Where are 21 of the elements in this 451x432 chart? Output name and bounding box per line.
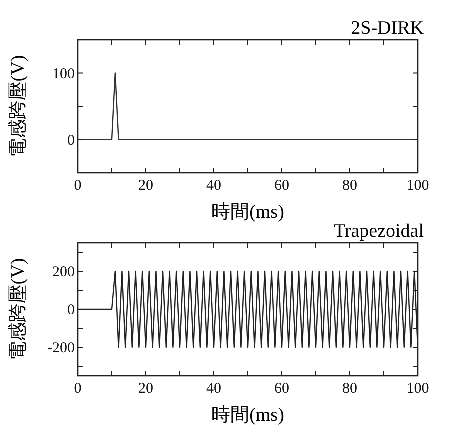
x-tick-label: 80 (342, 381, 358, 397)
chart-title: 2S-DIRK (351, 18, 424, 39)
x-tick-label: 80 (342, 178, 358, 194)
y-tick-label: 0 (68, 132, 75, 149)
x-tick-label: 20 (138, 381, 154, 397)
x-tick-label: 40 (206, 381, 222, 397)
x-axis-title: 時間(ms) (212, 405, 284, 426)
chart-title: Trapezoidal (334, 221, 424, 242)
x-tick-label: 20 (138, 178, 154, 194)
y-axis-title: 電感跨壓(V) (8, 55, 29, 158)
x-tick-label: 60 (274, 178, 290, 194)
y-tick-label: 0 (68, 302, 75, 318)
x-tick-label: 40 (206, 178, 222, 194)
y-tick-label: 200 (52, 264, 75, 280)
x-axis-title: 時間(ms) (212, 202, 284, 223)
x-tick-label: 100 (406, 178, 430, 194)
y-tick-label: -200 (48, 340, 75, 356)
y-axis-title: 電感跨壓(V) (8, 258, 29, 361)
y-tick-label: 100 (52, 66, 75, 82)
x-tick-label: 100 (406, 381, 430, 397)
x-tick-label: 60 (274, 381, 290, 397)
